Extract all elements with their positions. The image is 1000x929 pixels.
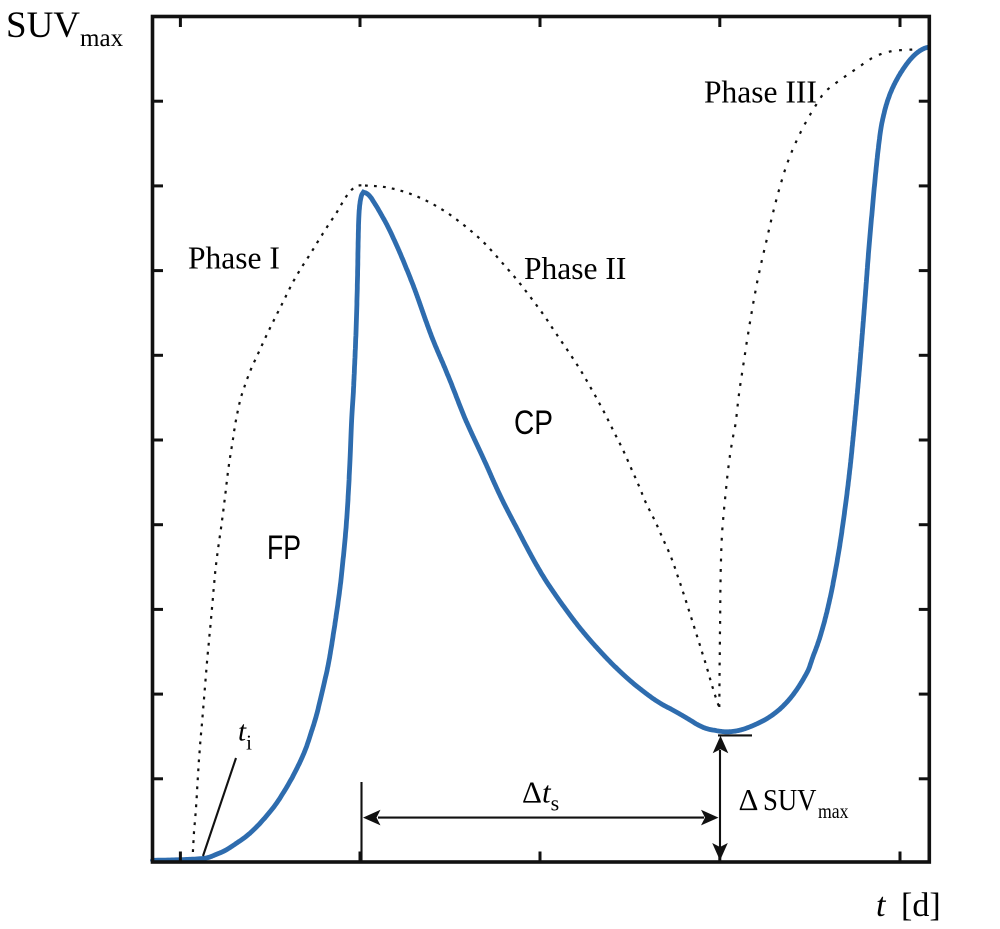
svg-text:FP: FP	[267, 529, 301, 567]
svg-text:max: max	[818, 799, 849, 823]
svg-text:Phase I: Phase I	[188, 241, 280, 276]
svg-text:t: t	[876, 887, 887, 924]
svg-text:Phase III: Phase III	[704, 75, 817, 110]
svg-text:SUV: SUV	[763, 782, 817, 817]
svg-text:CP: CP	[514, 404, 553, 442]
svg-text:Phase II: Phase II	[524, 251, 626, 286]
svg-text:Δ: Δ	[739, 782, 759, 817]
svg-text:[d]: [d]	[901, 887, 941, 924]
